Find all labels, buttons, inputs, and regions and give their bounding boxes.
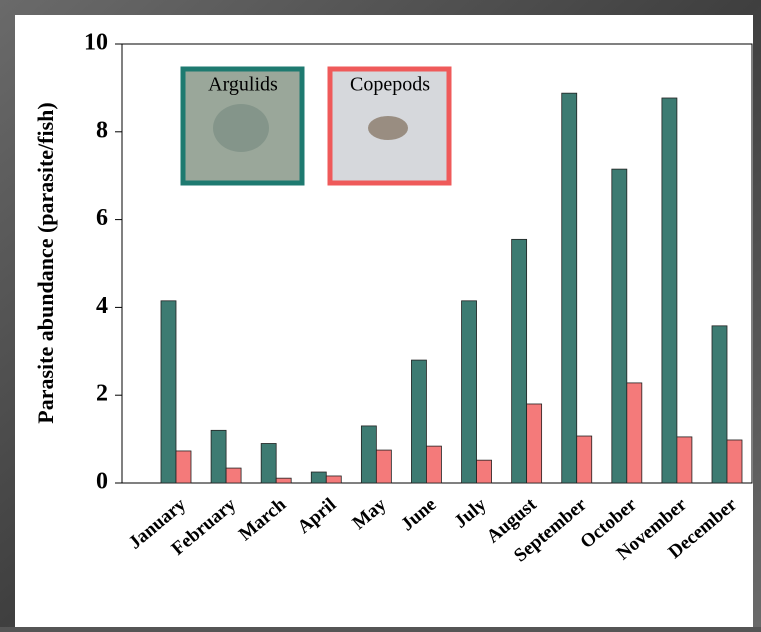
bar xyxy=(376,450,391,483)
bar xyxy=(226,468,241,483)
y-axis-label: Parasite abundance (parasite/fish) xyxy=(33,102,58,423)
bar xyxy=(311,472,326,483)
bar xyxy=(662,98,677,483)
bar xyxy=(512,239,527,483)
bar xyxy=(612,169,627,483)
bar xyxy=(211,430,226,483)
bar xyxy=(462,301,477,483)
y-tick-label: 0 xyxy=(96,469,108,495)
page: {"chart_data": {"type": "bar", "y_label"… xyxy=(0,0,761,627)
bar xyxy=(562,93,577,483)
y-tick-label: 8 xyxy=(96,117,108,143)
bar xyxy=(727,440,742,483)
bar xyxy=(326,476,341,483)
bar xyxy=(276,478,291,483)
legend-label: Copepods xyxy=(350,74,430,96)
y-tick-label: 2 xyxy=(96,381,108,407)
bar xyxy=(411,360,426,483)
bar xyxy=(261,443,276,483)
bar xyxy=(712,326,727,483)
legend-specimen xyxy=(368,116,408,140)
legend-label: Argulids xyxy=(208,74,278,96)
bar xyxy=(527,404,542,483)
bar xyxy=(361,426,376,483)
bar xyxy=(577,436,592,483)
legend-specimen xyxy=(213,104,269,152)
bar xyxy=(426,446,441,483)
chart: Parasite abundance (parasite/fish) 0 2 4 6 8… xyxy=(0,0,761,627)
y-tick-label: 4 xyxy=(96,293,108,319)
bar xyxy=(176,451,191,483)
y-tick-label: 10 xyxy=(84,30,108,56)
bar xyxy=(477,460,492,483)
bar xyxy=(161,301,176,483)
y-tick-label: 6 xyxy=(96,205,108,231)
bar xyxy=(627,383,642,483)
bar xyxy=(677,437,692,483)
